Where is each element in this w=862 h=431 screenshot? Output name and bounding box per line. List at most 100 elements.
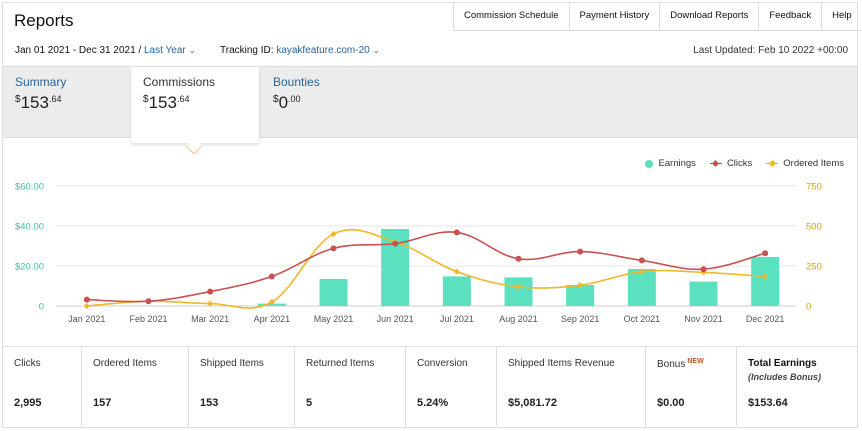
stat-ordered-items-value: 157 <box>93 397 112 409</box>
clicks-point <box>453 229 460 236</box>
chevron-down-icon: ⌄ <box>188 46 196 55</box>
download-reports-button[interactable]: Download Reports <box>660 3 760 30</box>
earnings-bar <box>627 269 656 306</box>
ordered-items-point <box>515 283 522 290</box>
currency-symbol: $ <box>15 94 21 105</box>
ordered-items-point <box>330 230 337 238</box>
stat-bonus-label: Bonus <box>657 359 686 370</box>
amount-cents: .00 <box>288 94 301 104</box>
payment-history-button[interactable]: Payment History <box>570 3 661 30</box>
x-axis-tick-label: Dec 2021 <box>746 314 785 324</box>
stat-clicks-label: Clicks <box>14 358 41 369</box>
stat-shipped-revenue-label: Shipped Items Revenue <box>508 358 615 369</box>
x-axis-tick-label: Nov 2021 <box>684 314 723 324</box>
x-axis-tick-label: May 2021 <box>314 314 354 324</box>
clicks-point <box>638 257 645 264</box>
commission-schedule-button[interactable]: Commission Schedule <box>454 3 570 30</box>
stat-total-earnings-sublabel: (Includes Bonus) <box>748 372 822 382</box>
currency-symbol: $ <box>273 94 279 105</box>
tracking-id-dropdown[interactable]: kayakfeature.com-20 ⌄ <box>276 45 379 56</box>
page-title: Reports <box>14 11 74 30</box>
amount-whole: 0 <box>278 93 289 112</box>
stat-returned-items: Returned Items 5 <box>295 347 406 426</box>
stat-total-earnings-label: Total Earnings <box>748 358 817 369</box>
new-badge: NEW <box>687 358 704 365</box>
tracking-filter: Tracking ID: kayakfeature.com-20 ⌄ <box>220 45 379 56</box>
left-axis-tick-label: 0 <box>39 302 44 313</box>
x-axis-tick-label: Jan 2021 <box>68 314 105 324</box>
left-axis-tick-label: $20.00 <box>15 262 44 273</box>
stats-row: Clicks 2,995 Ordered Items 157 Shipped Ite… <box>3 346 857 426</box>
clicks-point <box>268 273 275 280</box>
tracking-label: Tracking ID: <box>220 45 274 56</box>
stat-total-earnings: Total Earnings (Includes Bonus) $153.64 <box>737 347 857 426</box>
x-axis-tick-label: Oct 2021 <box>624 314 661 324</box>
amount-whole: 153 <box>20 93 49 112</box>
tab-summary[interactable]: Summary $153.64 <box>3 67 131 138</box>
report-filters: Jan 01 2021 - Dec 31 2021 / Last Year ⌄ T… <box>15 45 379 56</box>
amount-cents: .64 <box>48 94 62 104</box>
x-axis-tick-label: Jul 2021 <box>440 314 474 324</box>
clicks-point <box>700 266 707 273</box>
right-axis-tick-label: 750 <box>806 182 822 193</box>
earnings-tabs: Summary $153.64 Commissions $153.64 Boun… <box>3 66 857 143</box>
ordered-items-point <box>83 302 90 310</box>
earnings-bar <box>319 279 348 306</box>
x-axis-tick-label: Aug 2021 <box>499 314 538 324</box>
right-axis-tick-label: 0 <box>806 302 811 313</box>
feedback-button[interactable]: Feedback <box>759 3 823 30</box>
clicks-point <box>515 255 522 262</box>
earnings-bar <box>504 277 533 306</box>
stat-returned-items-value: 5 <box>306 397 313 409</box>
stat-shipped-revenue: Shipped Items Revenue $5,081.72 <box>497 347 646 426</box>
earnings-bar <box>442 276 471 306</box>
stat-conversion-label: Conversion <box>417 358 468 369</box>
stat-clicks: Clicks 2,995 <box>3 347 82 426</box>
tab-summary-amount: $153.64 <box>15 93 119 113</box>
x-axis-tick-label: Apr 2021 <box>254 314 291 324</box>
tab-commissions[interactable]: Commissions $153.64 <box>131 67 259 143</box>
right-axis-tick-label: 250 <box>806 262 822 273</box>
x-axis-tick-label: Jun 2021 <box>377 314 414 324</box>
x-axis-tick-label: Sep 2021 <box>561 314 600 324</box>
tab-bounties[interactable]: Bounties $0.00 <box>261 67 389 138</box>
stat-bonus-label-wrap: Bonus NEW <box>657 358 736 370</box>
clicks-point <box>145 298 152 305</box>
tab-commissions-label: Commissions <box>143 75 216 89</box>
right-axis-tick-label: 500 <box>806 222 822 233</box>
stat-bonus: Bonus NEW $0.00 <box>646 347 737 426</box>
period-label: Last Year <box>144 45 186 56</box>
stat-ordered-items: Ordered Items 157 <box>82 347 189 426</box>
stat-shipped-items-label: Shipped Items <box>200 358 264 369</box>
currency-symbol: $ <box>143 94 149 105</box>
ordered-items-point <box>268 298 275 306</box>
stat-shipped-revenue-value: $5,081.72 <box>508 397 557 409</box>
legend-earnings-label: Earnings <box>658 158 696 169</box>
tab-commissions-amount: $153.64 <box>143 93 247 113</box>
tracking-id: kayakfeature.com-20 <box>276 45 370 56</box>
legend-clicks-swatch <box>709 160 722 168</box>
left-axis-tick-label: $40.00 <box>15 222 44 233</box>
legend-ordered-items[interactable]: Ordered Items <box>766 158 844 169</box>
chevron-down-icon: ⌄ <box>372 46 380 55</box>
legend-clicks[interactable]: Clicks <box>709 158 752 169</box>
period-dropdown[interactable]: Last Year ⌄ <box>144 45 195 56</box>
clicks-point <box>762 250 769 257</box>
clicks-point <box>330 245 337 252</box>
help-button[interactable]: Help <box>822 3 862 30</box>
date-separator: / <box>138 45 142 56</box>
amount-whole: 153 <box>148 93 177 112</box>
top-nav: Commission Schedule Payment History Down… <box>453 3 862 31</box>
left-axis-tick-label: $60.00 <box>15 182 44 193</box>
x-axis-tick-label: Feb 2021 <box>129 314 167 324</box>
x-axis-tick-label: Mar 2021 <box>191 314 229 324</box>
earnings-bar <box>751 257 780 306</box>
ordered-items-point <box>453 268 460 275</box>
legend-earnings[interactable]: Earnings <box>645 158 696 169</box>
ordered-items-point <box>762 273 769 280</box>
stat-shipped-items: Shipped Items 153 <box>189 347 295 426</box>
tab-summary-label: Summary <box>15 75 67 89</box>
earnings-bar <box>566 285 595 306</box>
stat-clicks-value: 2,995 <box>14 397 42 409</box>
